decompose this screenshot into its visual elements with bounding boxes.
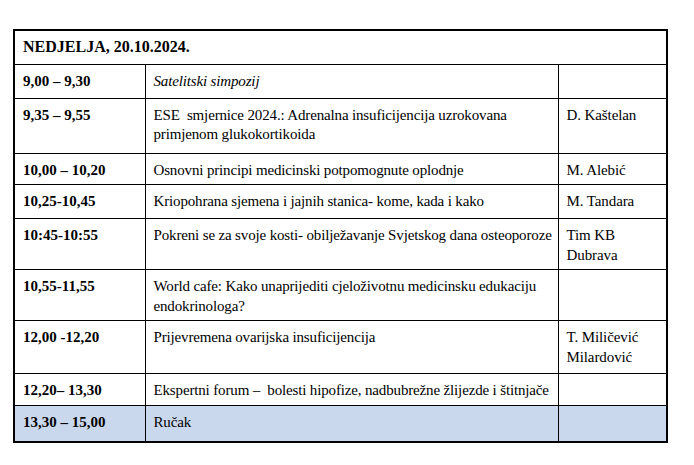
table-row: 12,20– 13,30 Ekspertni forum – bolesti h… xyxy=(14,374,667,406)
table-row: 10,25-10,45 Kriopohrana sjemena i jajnih… xyxy=(14,185,667,219)
title-cell: Osnovni principi medicinski potpomognute… xyxy=(145,153,558,185)
speaker-cell: Tim KB Dubrava xyxy=(558,219,667,270)
speaker-cell xyxy=(558,270,667,321)
table-header-row: NEDJELJA, 20.10.2024. xyxy=(14,30,667,64)
speaker-cell: M. Tandara xyxy=(558,185,667,219)
title-cell: Prijevremena ovarijska insuficijencija xyxy=(145,321,558,374)
title-cell: Satelitski simpozij xyxy=(145,64,558,98)
title-cell: Ručak xyxy=(145,406,558,442)
title-cell: ESE smjernice 2024.: Adrenalna insuficij… xyxy=(145,98,558,153)
time-cell: 9,00 – 9,30 xyxy=(14,64,145,98)
title-cell: Pokreni se za svoje kosti- obilježavanje… xyxy=(145,219,558,270)
table-row: 10:45-10:55 Pokreni se za svoje kosti- o… xyxy=(14,219,667,270)
schedule-table: NEDJELJA, 20.10.2024. 9,00 – 9,30 Sateli… xyxy=(13,29,668,443)
time-cell: 9,35 – 9,55 xyxy=(14,98,145,153)
speaker-cell: M. Alebić xyxy=(558,153,667,185)
table-row: 12,00 -12,20 Prijevremena ovarijska insu… xyxy=(14,321,667,374)
table-row: 9,35 – 9,55 ESE smjernice 2024.: Adrenal… xyxy=(14,98,667,153)
time-cell: 13,30 – 15,00 xyxy=(14,406,145,442)
table-row: 10,55-11,55 World cafe: Kako unaprijedit… xyxy=(14,270,667,321)
time-cell: 10,00 – 10,20 xyxy=(14,153,145,185)
time-cell: 10,55-11,55 xyxy=(14,270,145,321)
table-row: 13,30 – 15,00 Ručak xyxy=(14,406,667,442)
speaker-cell xyxy=(558,64,667,98)
time-cell: 12,20– 13,30 xyxy=(14,374,145,406)
title-cell: Ekspertni forum – bolesti hipofize, nadb… xyxy=(145,374,558,406)
schedule-rows: 9,00 – 9,30 Satelitski simpozij 9,35 – 9… xyxy=(14,64,667,442)
speaker-cell: D. Kaštelan xyxy=(558,98,667,153)
title-cell: World cafe: Kako unaprijediti cjeloživot… xyxy=(145,270,558,321)
table-row: 9,00 – 9,30 Satelitski simpozij xyxy=(14,64,667,98)
time-cell: 10:45-10:55 xyxy=(14,219,145,270)
day-header: NEDJELJA, 20.10.2024. xyxy=(14,30,667,64)
table-row: 10,00 – 10,20 Osnovni principi medicinsk… xyxy=(14,153,667,185)
speaker-cell: T. Miličević Milardović xyxy=(558,321,667,374)
time-cell: 12,00 -12,20 xyxy=(14,321,145,374)
time-cell: 10,25-10,45 xyxy=(14,185,145,219)
speaker-cell xyxy=(558,406,667,442)
speaker-cell xyxy=(558,374,667,406)
title-cell: Kriopohrana sjemena i jajnih stanica- ko… xyxy=(145,185,558,219)
